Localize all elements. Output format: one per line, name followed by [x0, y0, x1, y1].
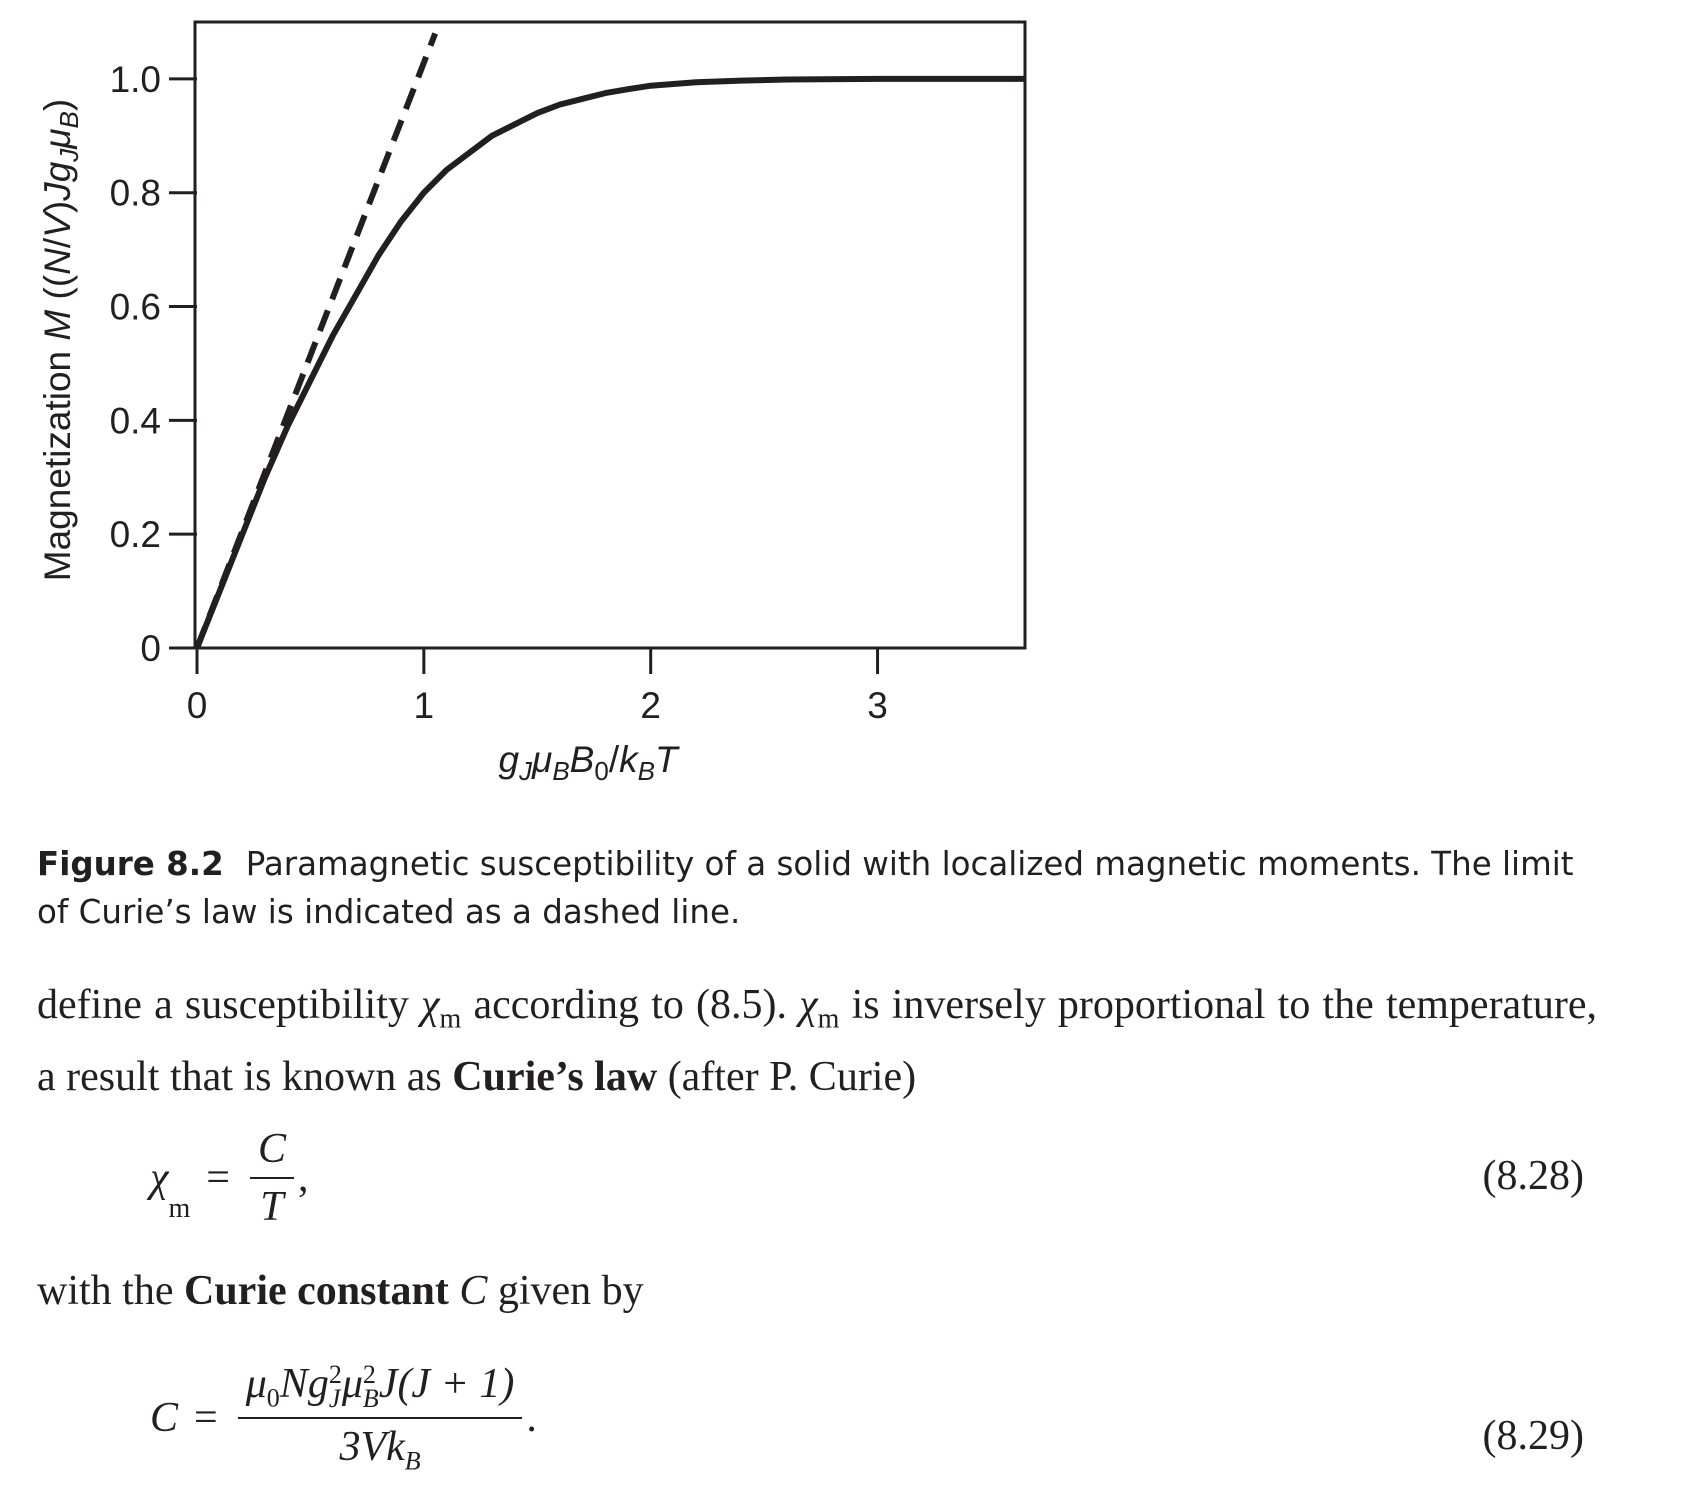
paragraph-curie-law: define a susceptibility χm according to … — [37, 976, 1597, 1106]
magnetization-curve — [194, 75, 1025, 650]
para1-text-4: (after P. Curie) — [657, 1054, 917, 1101]
y-axis-ticks: 0 0.2 0.4 0.6 0.8 1.0 — [110, 59, 197, 669]
eq1-comma: , — [297, 1155, 309, 1201]
eq2-mub-sup: 2 — [362, 1360, 376, 1390]
para2-text-2: given by — [487, 1268, 644, 1314]
para1-text-2: according to (8.5). — [461, 982, 800, 1028]
eq2-mub-sub: B — [362, 1384, 379, 1414]
paragraph-curie-constant: with the Curie constant C given by — [37, 1262, 1597, 1320]
curie-law-dashed-line — [194, 32, 438, 650]
equation-number-8-28: (8.28) — [1482, 1153, 1584, 1199]
y-tick-label: 0.6 — [110, 287, 161, 328]
y-axis-title: Magnetization M ((N/V)JgJμB) — [37, 99, 84, 581]
x-tick-label: 3 — [867, 685, 888, 726]
eq2-k: k — [386, 1424, 405, 1471]
x-tick-label: 0 — [187, 685, 208, 726]
para1-text-3: is inversely proportional to the tempera… — [37, 982, 1597, 1101]
eq2-g-sub: J — [328, 1384, 341, 1414]
y-tick-label: 1.0 — [110, 59, 161, 100]
equation-number-8-29: (8.29) — [1482, 1413, 1584, 1459]
series-layer — [194, 32, 1025, 650]
eq2-equals: = — [194, 1395, 218, 1442]
x-tick-label: 2 — [640, 685, 661, 726]
eq1-chi: χ — [150, 1155, 169, 1201]
x-axis-title: gJμBB0/kBT — [498, 739, 679, 786]
y-tick-label: 0.4 — [110, 400, 161, 441]
caption-text: Paramagnetic susceptibility of a solid w… — [37, 845, 1574, 931]
eq1-denominator: T — [260, 1184, 284, 1230]
eq1-numerator: C — [249, 1125, 294, 1179]
eq2-lhs: C — [150, 1395, 179, 1442]
y-tick-label: 0.2 — [110, 514, 161, 555]
eq2-3v: 3V — [339, 1424, 387, 1471]
magnetization-chart: 0 0.2 0.4 0.6 0.8 1.0 0 1 2 3 Magnetization M ((… — [37, 20, 1027, 786]
curies-law-term: Curie’s law — [452, 1054, 658, 1101]
para2-text-1: with the — [37, 1268, 184, 1314]
eq2-mu-sub: 0 — [266, 1383, 280, 1413]
eq2-denominator: 3VkB — [331, 1419, 428, 1476]
x-tick-label: 1 — [414, 685, 435, 726]
eq2-j-term: J(J + 1) — [378, 1361, 515, 1407]
plot-frame — [193, 20, 1027, 650]
eq2-mu: μ — [245, 1361, 267, 1407]
curie-constant-term: Curie constant — [183, 1268, 449, 1314]
eq1-subscript: m — [168, 1193, 191, 1224]
x-axis-ticks: 0 1 2 3 — [187, 648, 888, 726]
eq1-equals: = — [206, 1155, 230, 1201]
eq2-n: N — [279, 1361, 308, 1407]
eq2-mub: μ — [341, 1361, 363, 1407]
eq2-g-sup: 2 — [328, 1360, 342, 1390]
para2-variable-c: C — [459, 1268, 488, 1314]
eq2-g: g — [307, 1361, 329, 1407]
eq2-period: . — [526, 1395, 537, 1442]
eq2-k-sub: B — [404, 1446, 421, 1476]
chi-symbol-2: χ — [799, 982, 818, 1028]
figure-caption: Figure 8.2 Paramagnetic susceptibility of… — [37, 840, 1597, 936]
chi-subscript: m — [439, 1003, 462, 1035]
y-tick-label: 0 — [140, 628, 161, 669]
para1-text-1: define a susceptibility — [37, 982, 422, 1028]
eq1-fraction: C T — [249, 1125, 294, 1231]
y-tick-label: 0.8 — [110, 173, 161, 214]
chi-symbol: χ — [421, 982, 440, 1028]
chi-subscript-2: m — [817, 1003, 840, 1035]
figure-label: Figure 8.2 — [37, 845, 224, 883]
